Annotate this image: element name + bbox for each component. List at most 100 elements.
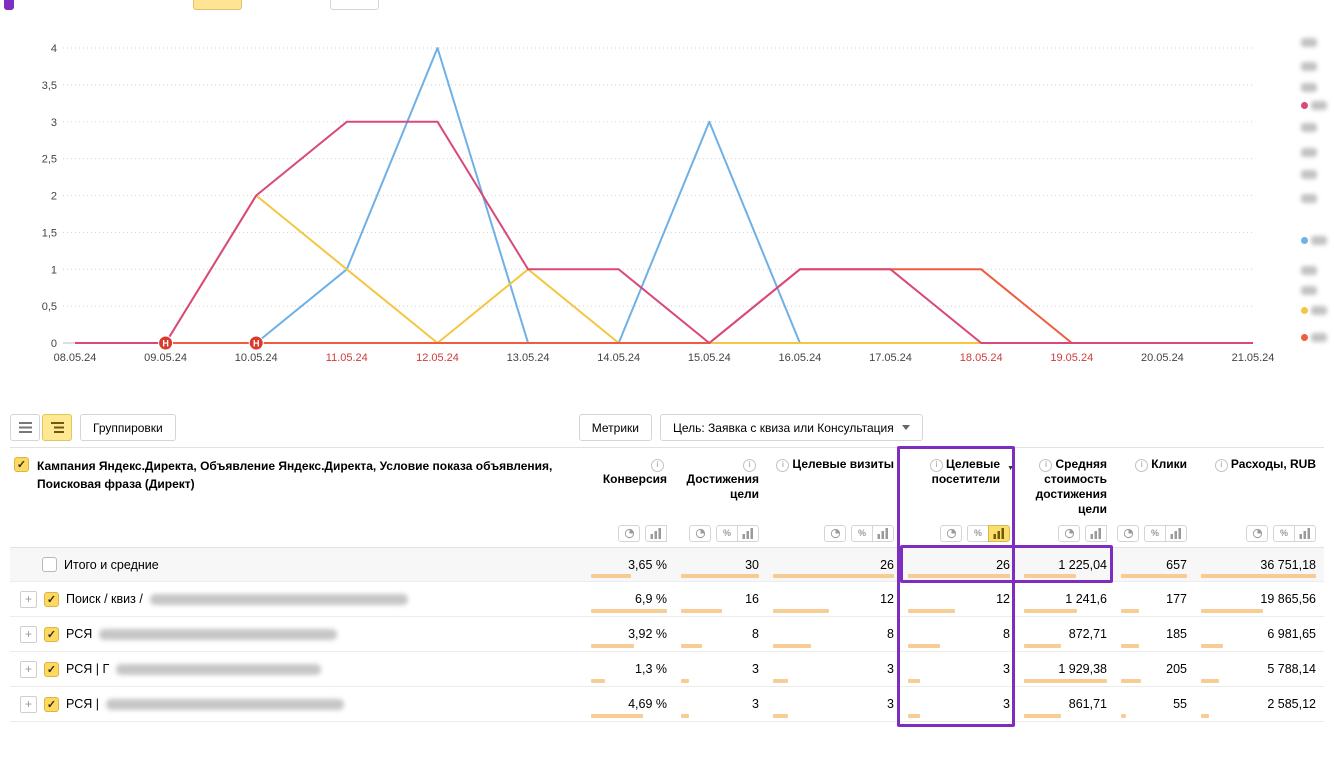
- metric-view-toggle-group: %: [1195, 519, 1324, 547]
- info-icon[interactable]: [1135, 459, 1149, 472]
- series-pink-line: [75, 120, 1253, 344]
- row-checkbox[interactable]: [44, 626, 59, 642]
- blurred-campaign-name: [99, 628, 338, 640]
- metric-cell: 19 865,56: [1195, 582, 1324, 616]
- percent-view-icon[interactable]: %: [716, 524, 738, 542]
- metric-value: 3: [1003, 697, 1010, 711]
- metric-cell: 657: [1115, 548, 1195, 581]
- metric-cell: 5 788,14: [1195, 652, 1324, 686]
- row-label[interactable]: Поиск / квиз /: [66, 592, 143, 606]
- pie-view-icon[interactable]: [824, 524, 846, 542]
- metric-mini-bar: [591, 644, 635, 648]
- expand-button[interactable]: [20, 625, 37, 643]
- goal-select[interactable]: Цель: Заявка с квиза или Консультация: [659, 414, 923, 441]
- column-header[interactable]: Достижения цели: [675, 448, 767, 517]
- expand-button[interactable]: [20, 660, 37, 678]
- info-icon[interactable]: [1039, 459, 1053, 472]
- metrics-button[interactable]: Метрики: [578, 414, 652, 441]
- x-axis-date-label: 13.05.24: [507, 352, 550, 364]
- row-label[interactable]: РСЯ: [66, 627, 93, 641]
- column-header-label: Целевые визиты: [792, 457, 894, 471]
- column-header-label: Расходы, RUB: [1230, 457, 1316, 471]
- cropped-purple-icon: [4, 0, 14, 10]
- bars-view-icon[interactable]: [1294, 524, 1316, 542]
- info-icon[interactable]: [743, 459, 756, 472]
- info-icon[interactable]: [651, 459, 664, 472]
- bars-view-icon[interactable]: [1165, 524, 1187, 542]
- bars-view-icon[interactable]: [737, 524, 759, 542]
- metric-value: 36 751,18: [1260, 558, 1316, 572]
- pie-view-icon[interactable]: [618, 524, 640, 542]
- metric-mini-bar: [1201, 574, 1316, 578]
- annotation-marker[interactable]: [248, 335, 264, 351]
- metric-mini-bar: [681, 679, 689, 683]
- metric-mini-bar: [908, 644, 940, 648]
- annotation-marker[interactable]: [158, 335, 174, 351]
- sort-desc-icon[interactable]: [1007, 459, 1014, 474]
- select-all-checkbox[interactable]: [14, 457, 29, 472]
- metric-cell: 1 929,38: [1018, 652, 1115, 686]
- metric-value: 4,69 %: [628, 697, 667, 711]
- column-header[interactable]: Целевые посетители: [902, 448, 1018, 517]
- metric-cell: 1,3 %: [585, 652, 675, 686]
- bars-view-icon[interactable]: [872, 524, 894, 542]
- row-checkbox[interactable]: [44, 661, 59, 677]
- row-label[interactable]: РСЯ | Г: [66, 662, 110, 676]
- cropped-button[interactable]: [330, 0, 379, 10]
- metric-view-toggle-group: %: [902, 519, 1018, 547]
- percent-view-icon[interactable]: %: [967, 524, 989, 542]
- column-header[interactable]: Целевые визиты: [767, 448, 902, 517]
- flat-list-view-button[interactable]: [10, 414, 40, 441]
- groupings-button[interactable]: Группировки: [80, 414, 176, 441]
- row-label[interactable]: РСЯ |: [66, 697, 99, 711]
- metric-value: 872,71: [1068, 627, 1107, 641]
- cropped-active-button[interactable]: [193, 0, 242, 10]
- blurred-campaign-name: [116, 663, 322, 675]
- pie-view-icon[interactable]: [1058, 524, 1080, 542]
- metric-view-toggle-group: [1018, 519, 1115, 547]
- x-axis-date-label: 12.05.24: [416, 352, 459, 364]
- column-header-label: Клики: [1151, 457, 1187, 471]
- pie-view-icon[interactable]: [1117, 524, 1139, 542]
- metric-value: 16: [745, 592, 759, 606]
- row-label[interactable]: Итого и средние: [64, 557, 159, 572]
- percent-view-icon[interactable]: %: [851, 524, 873, 542]
- expand-button[interactable]: [20, 695, 37, 713]
- row-checkbox[interactable]: [44, 591, 59, 607]
- column-header[interactable]: Клики: [1115, 448, 1195, 517]
- info-icon[interactable]: [776, 459, 790, 472]
- bars-view-icon[interactable]: [645, 524, 667, 542]
- column-header[interactable]: Средняя стоимость достижения цели: [1018, 448, 1115, 517]
- bars-view-icon[interactable]: [1085, 524, 1107, 542]
- info-icon[interactable]: [929, 459, 943, 472]
- bars-view-icon[interactable]: [988, 524, 1010, 542]
- column-header[interactable]: Расходы, RUB: [1195, 448, 1324, 517]
- table-row: РСЯ | Г 1,3 % 3 3 3 1 929,38 205 5 788,14: [10, 652, 1324, 687]
- column-header-label: Средняя стоимость достижения цели: [1035, 457, 1107, 516]
- x-axis-date-label: 09.05.24: [144, 352, 187, 364]
- metric-cell: 3: [675, 652, 767, 686]
- table-header: Кампания Яндекс.Директа, Объявление Янде…: [10, 447, 1324, 517]
- row-checkbox[interactable]: [44, 696, 59, 712]
- info-icon[interactable]: [1214, 459, 1228, 472]
- expand-button[interactable]: [20, 590, 37, 608]
- y-axis-label: 1: [51, 264, 57, 276]
- metric-cell: 8: [675, 617, 767, 651]
- percent-view-icon[interactable]: %: [1273, 524, 1295, 542]
- column-header[interactable]: Конверсия: [585, 448, 675, 517]
- metric-mini-bar: [1201, 714, 1210, 718]
- metric-cell: 177: [1115, 582, 1195, 616]
- annotation-marker-label: Н: [253, 339, 260, 349]
- row-checkbox[interactable]: [42, 557, 57, 572]
- pie-view-icon[interactable]: [689, 524, 711, 542]
- metric-mini-bar: [1024, 574, 1077, 578]
- tree-view-button[interactable]: [42, 414, 72, 441]
- metric-value: 3,65 %: [628, 558, 667, 572]
- percent-view-icon[interactable]: %: [1144, 524, 1166, 542]
- metric-value: 6,9 %: [635, 592, 667, 606]
- metric-cell: 6,9 %: [585, 582, 675, 616]
- metric-cell: 3: [902, 652, 1018, 686]
- pie-view-icon[interactable]: [940, 524, 962, 542]
- pie-view-icon[interactable]: [1246, 524, 1268, 542]
- blurred-campaign-name: [149, 593, 408, 605]
